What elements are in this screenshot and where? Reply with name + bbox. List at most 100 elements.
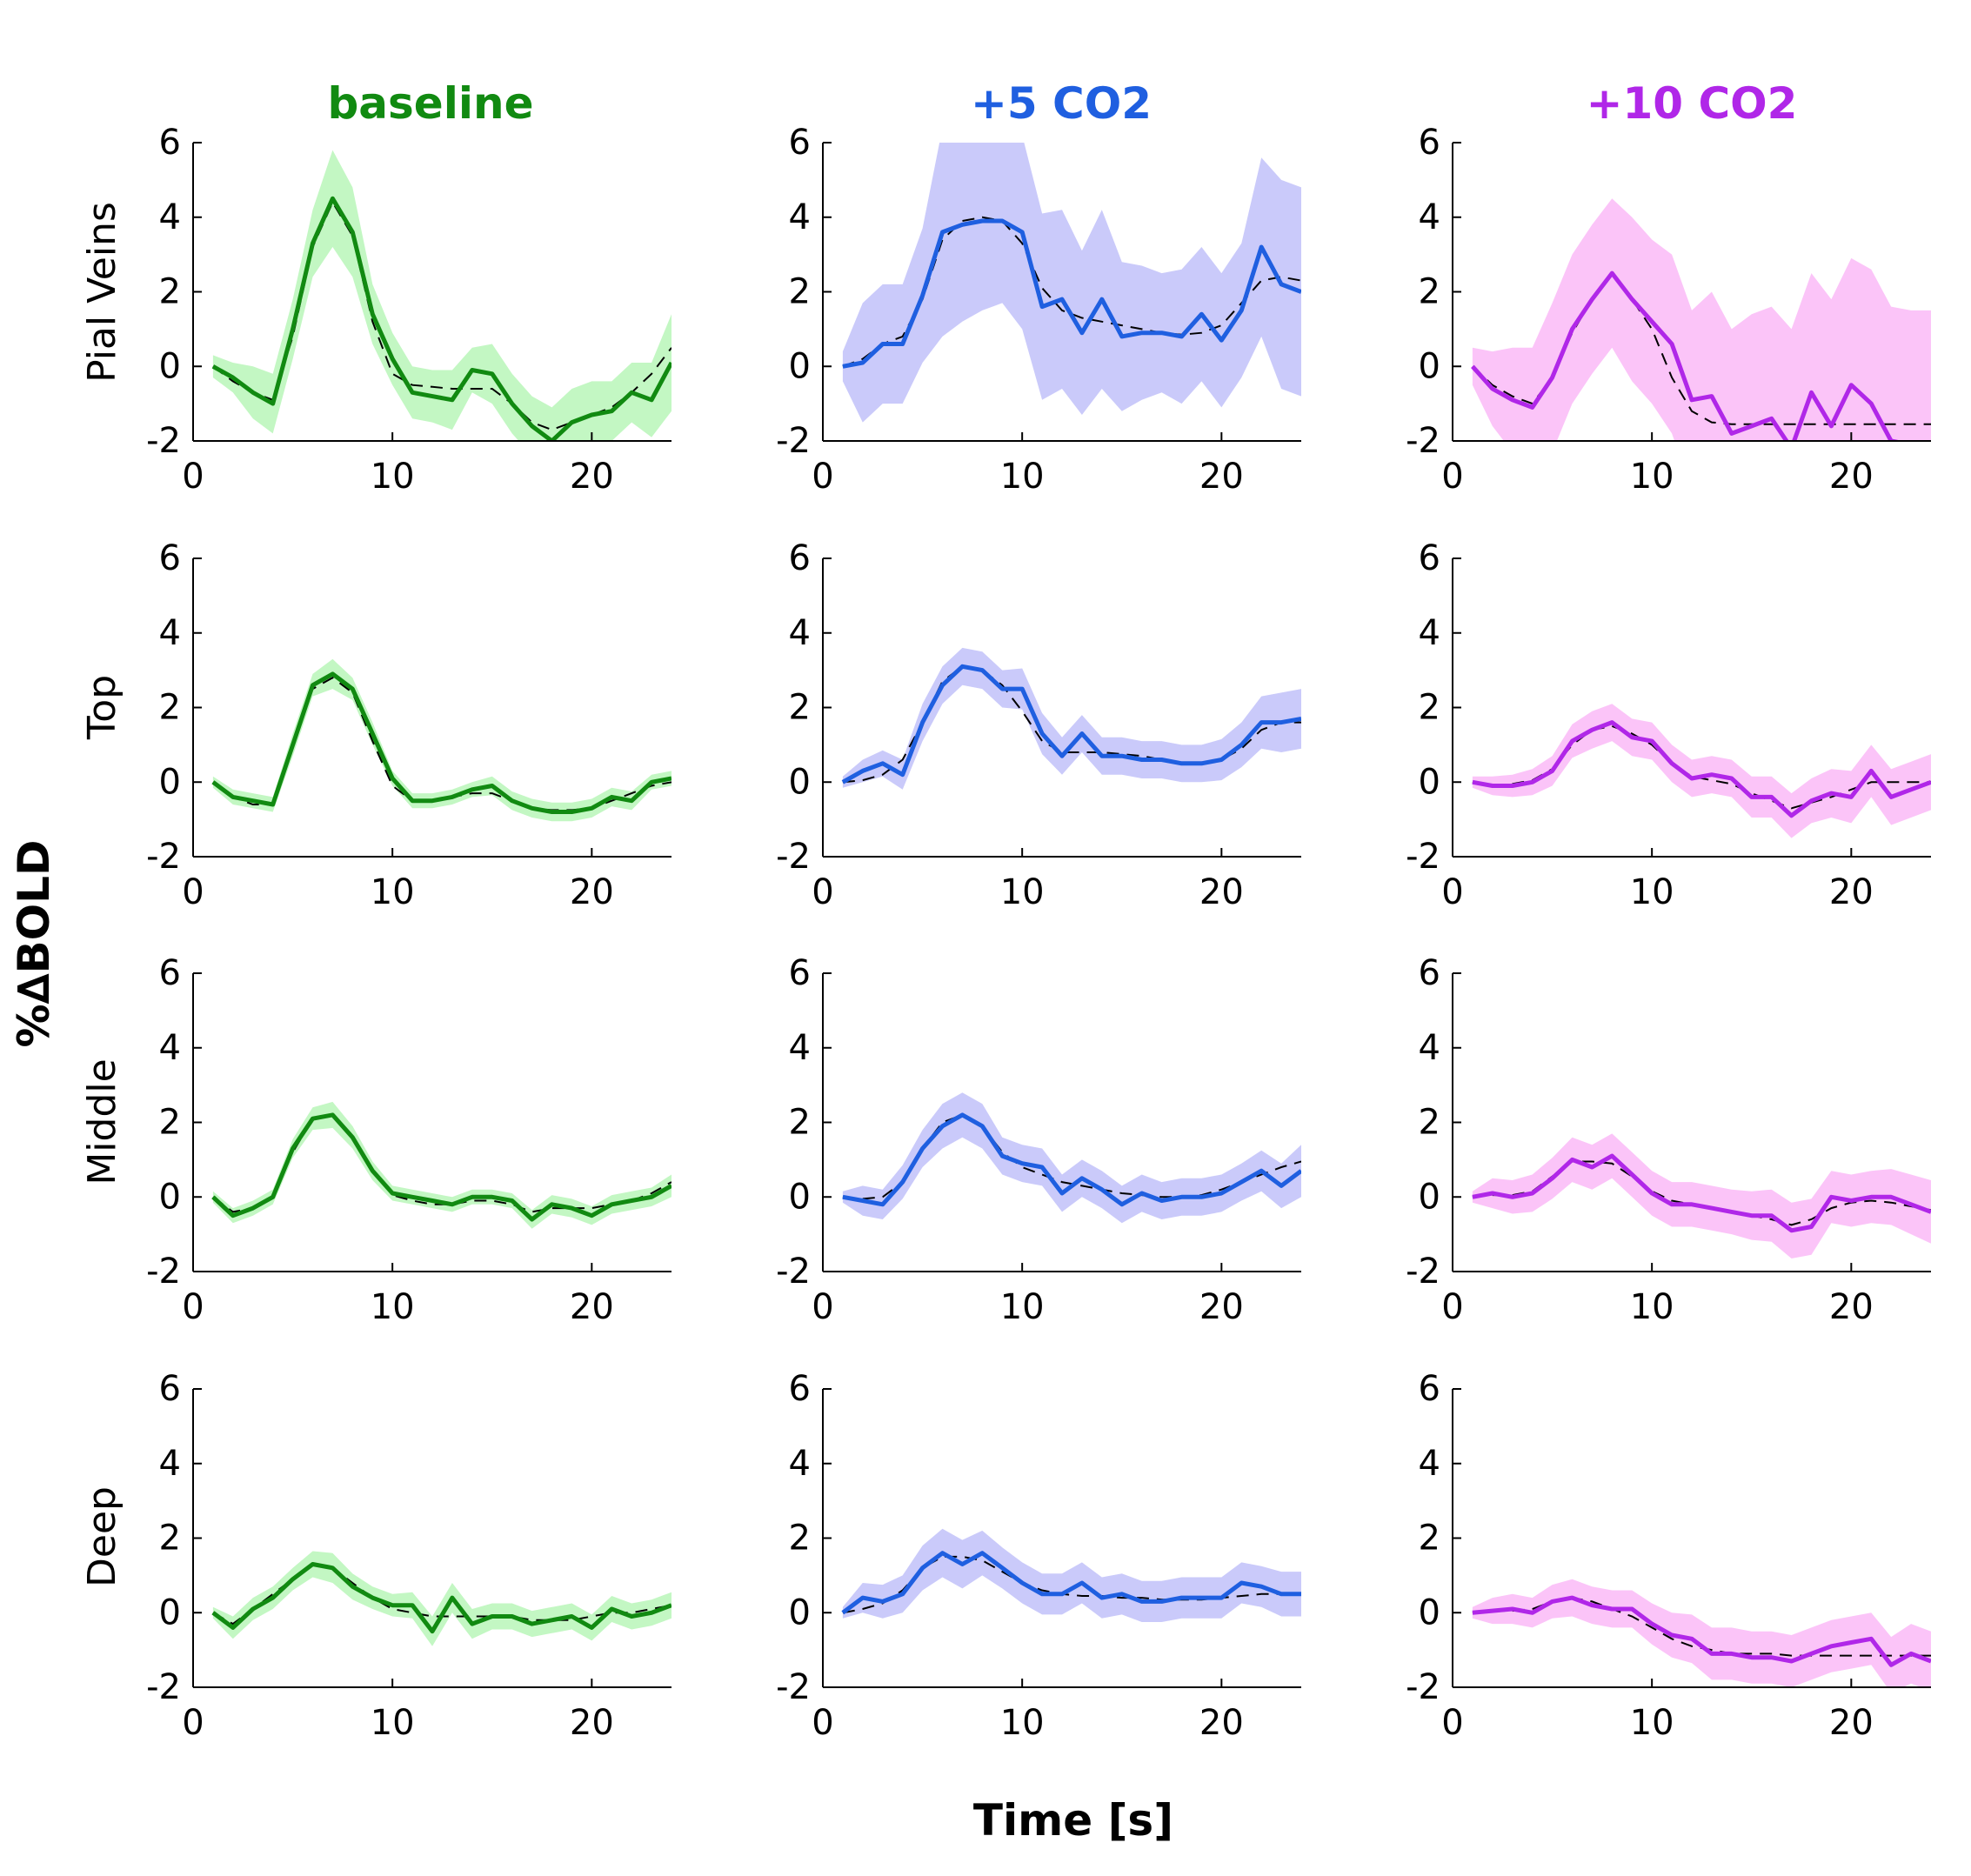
panel-middle-co2-5-y-tick-label: 4 xyxy=(789,1028,811,1068)
panel-middle-baseline-y-tick-label: -2 xyxy=(146,1252,181,1292)
panel-top-baseline-x-tick-label: 20 xyxy=(570,872,614,912)
panel-middle-co2-5-y-tick-label: 6 xyxy=(789,953,811,993)
panel-middle-co2-10-x-tick-label: 20 xyxy=(1829,1287,1874,1327)
panel-deep-co2-10-x-tick-label: 10 xyxy=(1630,1703,1674,1743)
panel-deep-co2-10-y-tick-label: 6 xyxy=(1419,1369,1440,1409)
panel-pial-veins-co2-5-mean-line xyxy=(842,218,1301,369)
panel-top-co2-5-x-tick-label: 20 xyxy=(1199,872,1244,912)
panel-pial-veins-co2-10-y-tick-label: 4 xyxy=(1419,197,1440,237)
panel-top-co2-5-x-tick-label: 10 xyxy=(1000,872,1045,912)
panel-top-baseline-y-tick-label: 4 xyxy=(159,613,181,653)
panel-deep-co2-10-x-tick-label: 20 xyxy=(1829,1703,1874,1743)
panel-middle-co2-5-y-tick-label: 2 xyxy=(789,1103,811,1143)
panel-deep-co2-5-x-tick-label: 10 xyxy=(1000,1703,1045,1743)
panel-top-co2-10-mean-line xyxy=(1472,720,1931,818)
panel-pial-veins-co2-10-fit-line xyxy=(1472,271,1931,425)
panel-pial-veins-co2-10-y-tick-label: 2 xyxy=(1419,272,1440,312)
panel-middle-co2-10-y-tick-label: 0 xyxy=(1419,1177,1440,1217)
panel-middle-baseline-mean-line xyxy=(211,1112,671,1222)
panel-top-baseline-mean-line xyxy=(211,671,671,814)
panel-top-baseline-fit-line xyxy=(212,677,671,811)
panel-deep-baseline-x-tick-label: 0 xyxy=(182,1703,204,1743)
panel-top-co2-10-y-tick-label: 4 xyxy=(1419,613,1440,653)
panel-pial-veins-baseline-y-tick-label: 0 xyxy=(159,346,181,386)
panel-deep-baseline-confidence-band xyxy=(212,1551,671,1646)
panel-pial-veins-baseline-y-tick-label: 6 xyxy=(159,123,181,163)
panel-deep-co2-5-x-tick-label: 20 xyxy=(1199,1703,1244,1743)
panel-middle-co2-10-x-tick-label: 0 xyxy=(1441,1287,1463,1327)
panel-deep-co2-5-y-tick-label: 4 xyxy=(789,1444,811,1484)
panel-deep-co2-10-x-tick-label: 0 xyxy=(1441,1703,1463,1743)
panel-top-co2-5-confidence-band xyxy=(842,647,1301,790)
panel-deep-baseline-y-tick-label: 4 xyxy=(159,1444,181,1484)
panel-middle-co2-10-y-tick-label: 4 xyxy=(1419,1028,1440,1068)
panel-top-co2-5-y-tick-label: 6 xyxy=(789,538,811,578)
panel-pial-veins-co2-10-confidence-band xyxy=(1472,198,1931,441)
panel-deep-co2-10-mean-line xyxy=(1472,1595,1931,1667)
panel-top-co2-10-x-tick-label: 10 xyxy=(1630,872,1674,912)
panel-middle-baseline-confidence-band xyxy=(212,1101,671,1229)
panel-deep-co2-5-mean-line xyxy=(841,1551,1301,1615)
panel-deep-baseline-mean-line xyxy=(211,1562,671,1634)
panel-pial-veins-co2-5-y-tick-label: -2 xyxy=(776,421,811,461)
panel-middle-baseline-y-tick-label: 2 xyxy=(159,1103,181,1143)
panel-top-baseline-y-tick-label: -2 xyxy=(146,837,181,877)
panel-middle-co2-5-x-tick-label: 10 xyxy=(1000,1287,1045,1327)
panel-pial-veins-baseline-y-tick-label: 4 xyxy=(159,197,181,237)
panel-pial-veins-co2-5-y-tick-label: 2 xyxy=(789,272,811,312)
panel-top-baseline-y-tick-label: 6 xyxy=(159,538,181,578)
panel-deep-co2-10-y-tick-label: 4 xyxy=(1419,1444,1440,1484)
panel-middle-co2-10-y-tick-label: -2 xyxy=(1406,1252,1440,1292)
panel-middle-baseline-x-tick-label: 20 xyxy=(570,1287,614,1327)
panel-top-co2-5-x-tick-label: 0 xyxy=(812,872,833,912)
column-title-co2-10: +10 CO2 xyxy=(1587,78,1798,129)
panel-pial-veins-co2-5-y-tick-label: 0 xyxy=(789,346,811,386)
panel-top-co2-10-y-tick-label: 6 xyxy=(1419,538,1440,578)
column-title-baseline: baseline xyxy=(328,78,534,129)
panel-pial-veins-co2-5-y-tick-label: 6 xyxy=(789,123,811,163)
panel-pial-veins-co2-10-x-tick-label: 10 xyxy=(1630,457,1674,497)
panel-top-baseline-y-tick-label: 0 xyxy=(159,762,181,802)
panel-pial-veins-co2-5-x-tick-label: 20 xyxy=(1199,457,1244,497)
panel-middle-baseline-y-tick-label: 6 xyxy=(159,953,181,993)
panel-top-co2-5-y-tick-label: 2 xyxy=(789,688,811,728)
panel-pial-veins-co2-10-y-tick-label: 6 xyxy=(1419,123,1440,163)
panel-top-co2-10-x-tick-label: 0 xyxy=(1441,872,1463,912)
panel-pial-veins-co2-10-y-tick-label: -2 xyxy=(1406,421,1440,461)
panel-middle-co2-10-x-tick-label: 10 xyxy=(1630,1287,1674,1327)
panel-middle-co2-5-x-tick-label: 20 xyxy=(1199,1287,1244,1327)
y-axis-label: %∆BOLD xyxy=(9,840,59,1048)
panel-deep-baseline-x-tick-label: 10 xyxy=(371,1703,415,1743)
panel-pial-veins-co2-5-confidence-band xyxy=(842,143,1301,423)
panel-pial-veins-co2-10-y-tick-label: 0 xyxy=(1419,346,1440,386)
row-label-pial-veins: Pial Veins xyxy=(80,202,124,383)
panel-deep-co2-10-y-tick-label: 2 xyxy=(1419,1519,1440,1559)
panel-deep-co2-10-y-tick-label: -2 xyxy=(1406,1667,1440,1707)
panel-pial-veins-baseline-mean-line xyxy=(211,196,671,441)
panel-deep-baseline-y-tick-label: 0 xyxy=(159,1592,181,1632)
panel-deep-co2-5-y-tick-label: 0 xyxy=(789,1592,811,1632)
panel-middle-baseline-x-tick-label: 10 xyxy=(371,1287,415,1327)
panel-deep-co2-5-y-tick-label: 6 xyxy=(789,1369,811,1409)
panel-deep-co2-5-confidence-band xyxy=(842,1528,1301,1622)
panel-top-baseline-x-tick-label: 0 xyxy=(182,872,204,912)
panel-top-co2-10-y-tick-label: 2 xyxy=(1419,688,1440,728)
panel-middle-baseline-x-tick-label: 0 xyxy=(182,1287,204,1327)
column-title-co2-5: +5 CO2 xyxy=(971,78,1152,129)
panel-middle-baseline-y-tick-label: 4 xyxy=(159,1028,181,1068)
panel-pial-veins-co2-10-mean-line xyxy=(1471,270,1903,441)
panel-middle-co2-10-y-tick-label: 2 xyxy=(1419,1103,1440,1143)
panel-pial-veins-co2-10-x-tick-label: 0 xyxy=(1441,457,1463,497)
panel-pial-veins-baseline-y-tick-label: 2 xyxy=(159,272,181,312)
panel-top-co2-10-confidence-band xyxy=(1472,704,1931,838)
panel-top-co2-5-y-tick-label: 0 xyxy=(789,762,811,802)
